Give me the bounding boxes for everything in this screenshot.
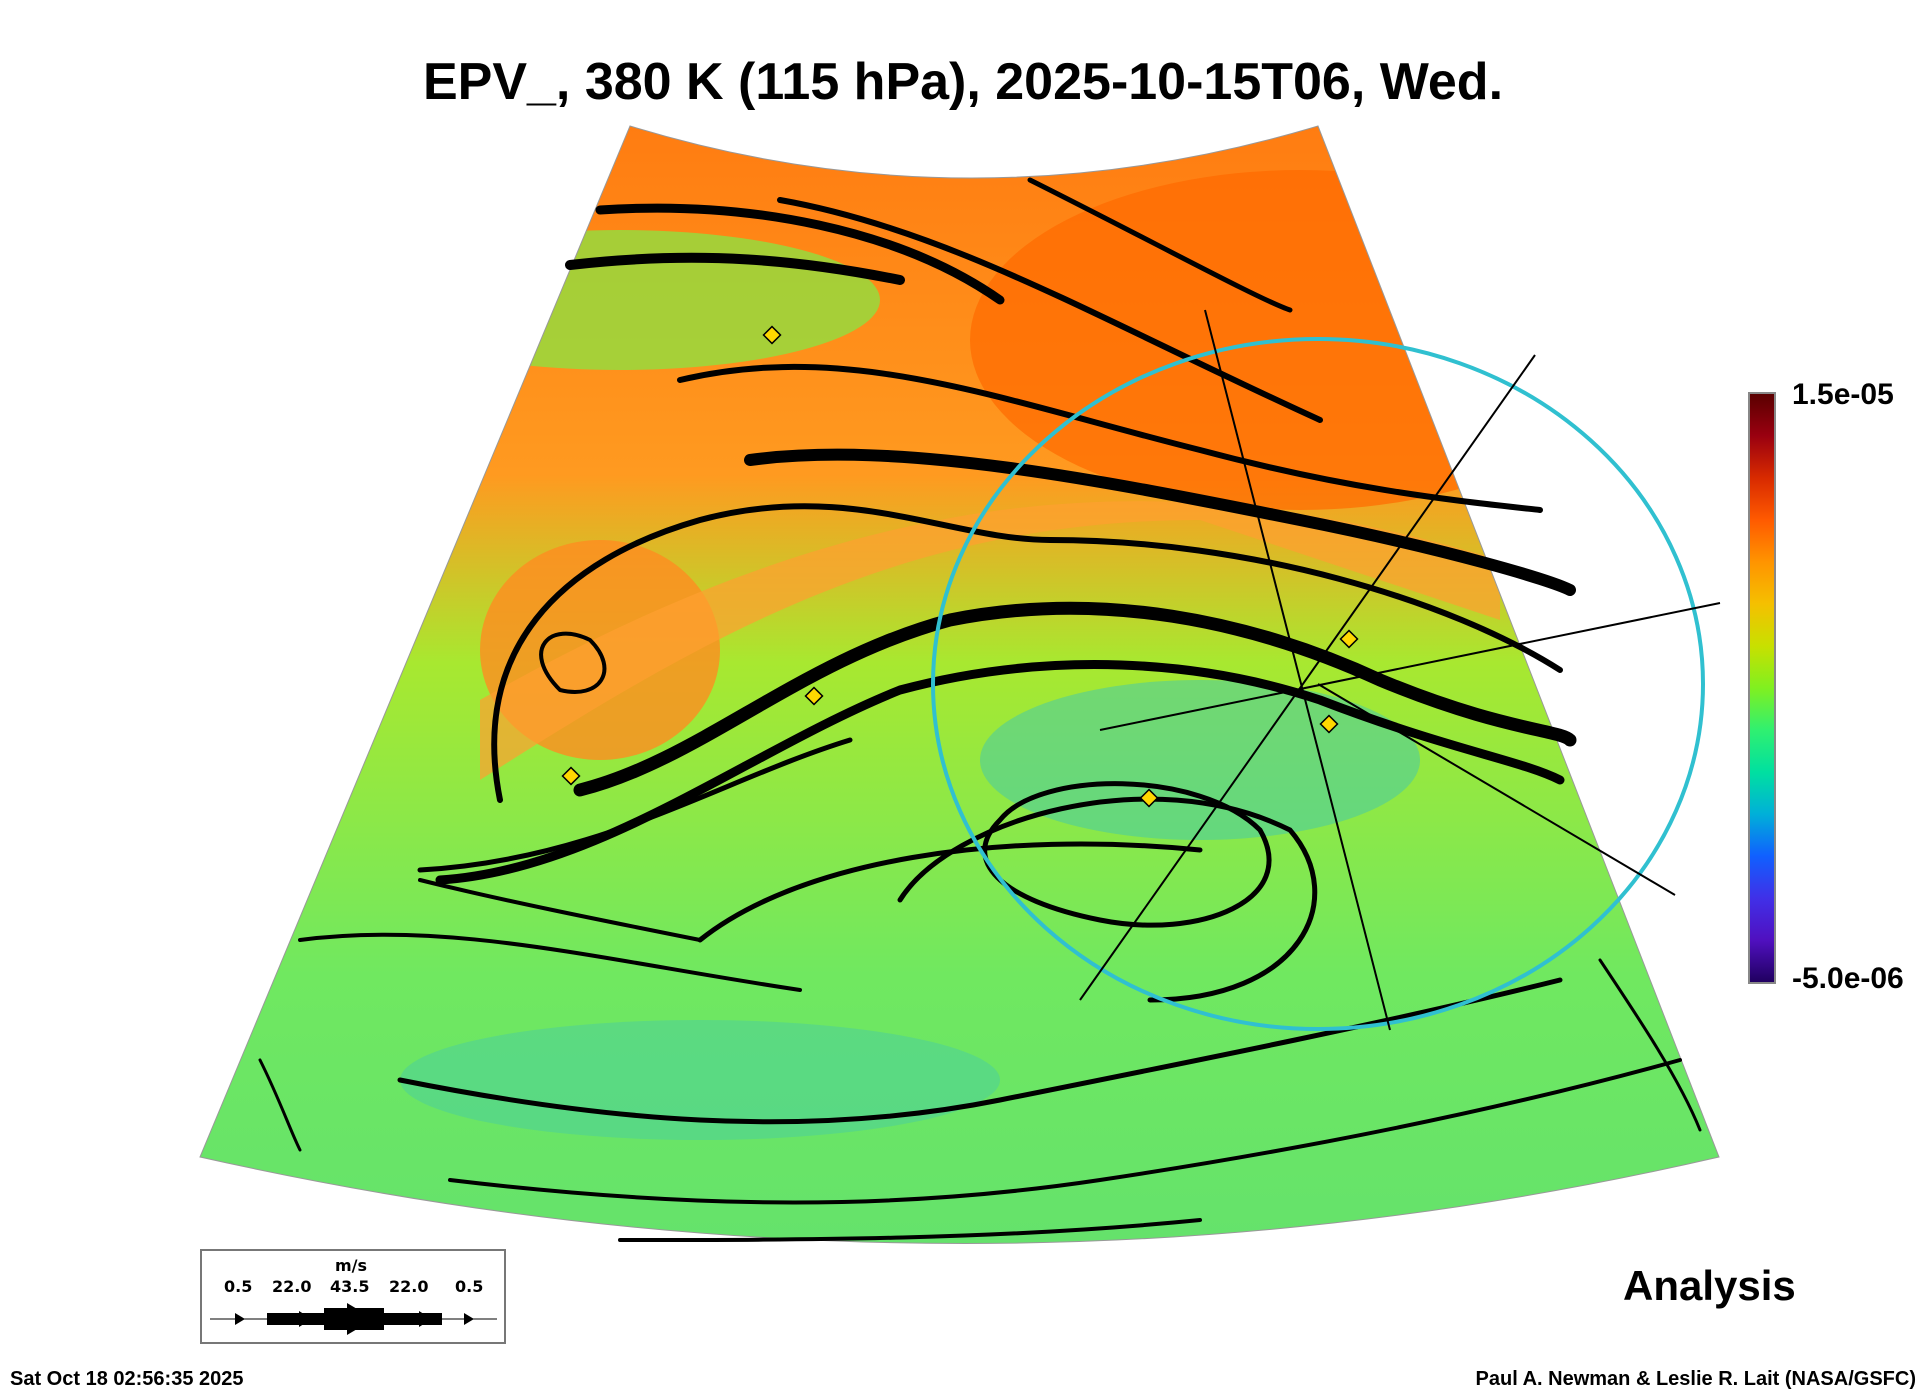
streamline (397, 977, 1563, 1125)
legend-tick: 0.5 (455, 1277, 484, 1296)
streamline (448, 1058, 1682, 1205)
wind-legend: m/s 0.5 22.0 43.5 22.0 0.5 (200, 1249, 506, 1344)
streamlines (258, 177, 1702, 1242)
streamline (677, 364, 1543, 513)
colorbar (1748, 392, 1776, 984)
streamline (491, 503, 1563, 803)
colorbar-max-label: 1.5e-05 (1792, 378, 1894, 411)
diamond-marker (561, 766, 581, 786)
streamline (618, 1218, 1202, 1242)
diamond-marker (762, 325, 782, 345)
diamond-marker (1339, 629, 1359, 649)
streamline (1027, 177, 1293, 313)
legend-units: m/s (335, 1256, 368, 1275)
streamline (417, 737, 853, 873)
diamond-marker (804, 686, 824, 706)
markers (561, 325, 1359, 808)
footer-timestamp: Sat Oct 18 02:56:35 2025 (10, 1368, 244, 1390)
streamline (565, 252, 905, 285)
streamline (298, 932, 802, 992)
diamond-marker (1139, 788, 1159, 808)
streamline (777, 197, 1323, 423)
legend-tick: 22.0 (272, 1277, 312, 1296)
legend-tick: 43.5 (330, 1277, 370, 1296)
legend-tick: 22.0 (389, 1277, 429, 1296)
footer-credit: Paul A. Newman & Leslie R. Lait (NASA/GS… (1475, 1368, 1916, 1390)
projection-overlay (931, 309, 1721, 1031)
range-circle (931, 337, 1705, 1031)
streamline (897, 796, 1318, 1003)
legend-tick: 0.5 (224, 1277, 253, 1296)
product-label: Analysis (1623, 1262, 1796, 1309)
streamline (697, 841, 1203, 943)
streamline (418, 878, 702, 942)
streamline (573, 601, 1577, 797)
colorbar-min-label: -5.0e-06 (1792, 962, 1904, 995)
chart-title: EPV_, 380 K (115 hPa), 2025-10-15T06, We… (422, 53, 1504, 111)
streamline (258, 1058, 302, 1152)
streamline (539, 631, 607, 694)
streamline (744, 448, 1576, 596)
streamline (1598, 958, 1702, 1132)
streamline (595, 203, 1005, 305)
diamond-marker (1319, 714, 1339, 734)
legend-arrow-scale (210, 1303, 497, 1335)
